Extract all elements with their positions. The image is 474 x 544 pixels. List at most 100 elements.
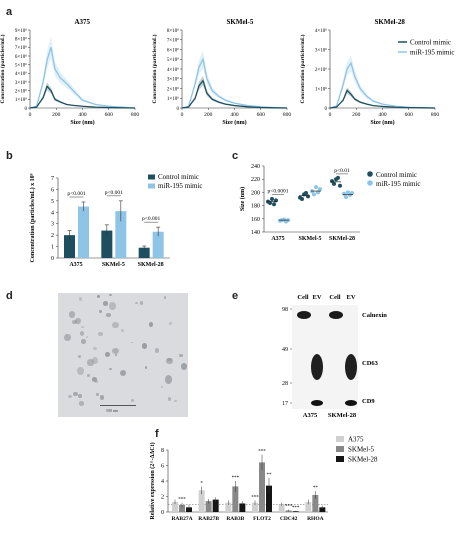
scale-bar-label: 500 nm <box>106 408 119 413</box>
panel-a-line-charts: A375 0 1×10⁶ 2×10⁶ 3×10⁶ 4×10⁶ 5×10⁶ 6×10⁶ 7×10⁶… <box>0 18 455 126</box>
significance-label: p<0.01 <box>334 168 350 174</box>
x-tick-label: RHOA <box>307 516 324 522</box>
x-tick-label: 800 <box>131 112 140 118</box>
vesicle <box>130 341 133 344</box>
vesicle <box>174 399 178 402</box>
y-tick-label: 6 <box>161 464 164 470</box>
vesicle <box>94 379 99 384</box>
vesicle <box>102 301 108 306</box>
y-tick-label: 220 <box>251 177 260 183</box>
significance-label: p<0.001 <box>105 190 123 196</box>
legend-swatch <box>148 183 155 189</box>
band-cd9 <box>311 400 323 406</box>
y-tick-label: 3×10⁶ <box>167 77 179 83</box>
vesicle <box>92 357 99 365</box>
x-axis-label: Size (nm) <box>222 119 246 126</box>
error-band <box>30 36 135 109</box>
y-tick-label: 1×10⁶ <box>15 97 27 103</box>
x-tick-label: 200 <box>204 112 213 118</box>
y-tick-label: 8×10⁶ <box>167 28 179 34</box>
x-tick-label: CDC42 <box>280 516 298 522</box>
y-tick-label: 160 <box>251 217 260 223</box>
significance-label: ** <box>267 473 273 478</box>
vesicle <box>167 397 172 401</box>
vesicle <box>149 322 154 327</box>
vesicle <box>106 313 111 317</box>
y-tick-label: 4×10⁶ <box>315 28 327 34</box>
vesicle <box>74 317 81 324</box>
y-tick-label: 6 <box>51 187 54 193</box>
panel-b-bar-chart: 0 1 2 3 4 5 6 7 Concentration (particles/mL) x 1… <box>29 173 203 268</box>
protein-label: CD63 <box>362 360 379 367</box>
vesicle <box>161 385 164 388</box>
vesicle <box>72 319 77 325</box>
bar <box>305 501 312 512</box>
vesicle <box>81 339 86 345</box>
y-tick-label: 0 <box>25 107 28 112</box>
x-tick-label: 0 <box>29 112 32 118</box>
x-tick-label: SKMel-28 <box>138 262 164 268</box>
vesicle <box>155 348 159 353</box>
x-tick-label: 800 <box>431 112 440 118</box>
y-tick-label: 2 <box>161 495 164 501</box>
vesicle <box>87 359 94 366</box>
vesicle <box>163 296 167 300</box>
bar <box>239 503 246 512</box>
vesicle <box>80 330 85 336</box>
bar <box>205 501 212 512</box>
legend-swatch <box>367 171 373 177</box>
bar <box>266 485 272 512</box>
panel-letter-c: c <box>232 150 239 162</box>
x-tick-label: 0 <box>329 112 332 118</box>
vesicle <box>121 329 125 333</box>
y-tick-label: 0 <box>325 107 328 112</box>
band-cd63 <box>311 354 323 380</box>
y-tick-label: 240 <box>251 164 260 170</box>
y-axis-label: Concentration (particles/mL) <box>299 34 306 103</box>
vesicle <box>178 354 183 358</box>
legend-swatch <box>148 174 155 180</box>
y-tick-label: 1×10⁶ <box>167 96 179 102</box>
band-cd63 <box>345 354 357 380</box>
y-axis-label: Size (nm) <box>239 187 246 211</box>
y-axis-label: Concentration (particles/mL) <box>151 34 158 103</box>
significance-label: p<0.001 <box>142 216 160 222</box>
vesicle <box>112 347 120 354</box>
vesicle <box>166 357 174 365</box>
panel-letter-b: b <box>6 150 13 162</box>
vesicle <box>144 365 148 369</box>
bar <box>225 502 232 512</box>
x-tick-label: FLOT2 <box>253 516 271 522</box>
significance-label: *** <box>178 498 186 503</box>
bar <box>319 507 326 512</box>
protein-label: Calnexin <box>362 312 387 319</box>
y-tick-label: 0 <box>161 510 164 516</box>
y-tick-label: 7×10⁶ <box>15 45 27 51</box>
band-cd9 <box>345 400 357 406</box>
significance-label: *** <box>232 476 240 481</box>
mw-marker: 28 <box>282 381 288 387</box>
data-point <box>332 181 336 186</box>
chart-title: A375 <box>75 18 91 26</box>
data-point <box>338 183 342 188</box>
x-tick-label: RAB27A <box>171 516 192 522</box>
y-tick-label: 2×10⁶ <box>315 67 327 73</box>
x-tick-label: A375 <box>69 262 82 268</box>
lane-label: Cell <box>297 294 308 301</box>
legend-label: Control mimic <box>158 173 199 181</box>
legend-swatch <box>336 446 344 452</box>
bar <box>64 235 75 258</box>
x-tick-label: 200 <box>352 112 361 118</box>
legend-label: Control mimic <box>376 171 417 179</box>
bar <box>278 504 285 512</box>
vesicle <box>64 333 71 341</box>
vesicle <box>92 346 98 350</box>
bar <box>101 230 113 258</box>
bar <box>172 501 178 512</box>
legend-label: miR-195 mimic <box>158 182 203 190</box>
y-tick-label: 2 <box>51 233 54 239</box>
legend-label: miR-195 mimic <box>376 180 421 188</box>
y-tick-label: 2×10⁶ <box>15 88 27 94</box>
bar <box>252 502 258 512</box>
data-point <box>300 197 304 201</box>
